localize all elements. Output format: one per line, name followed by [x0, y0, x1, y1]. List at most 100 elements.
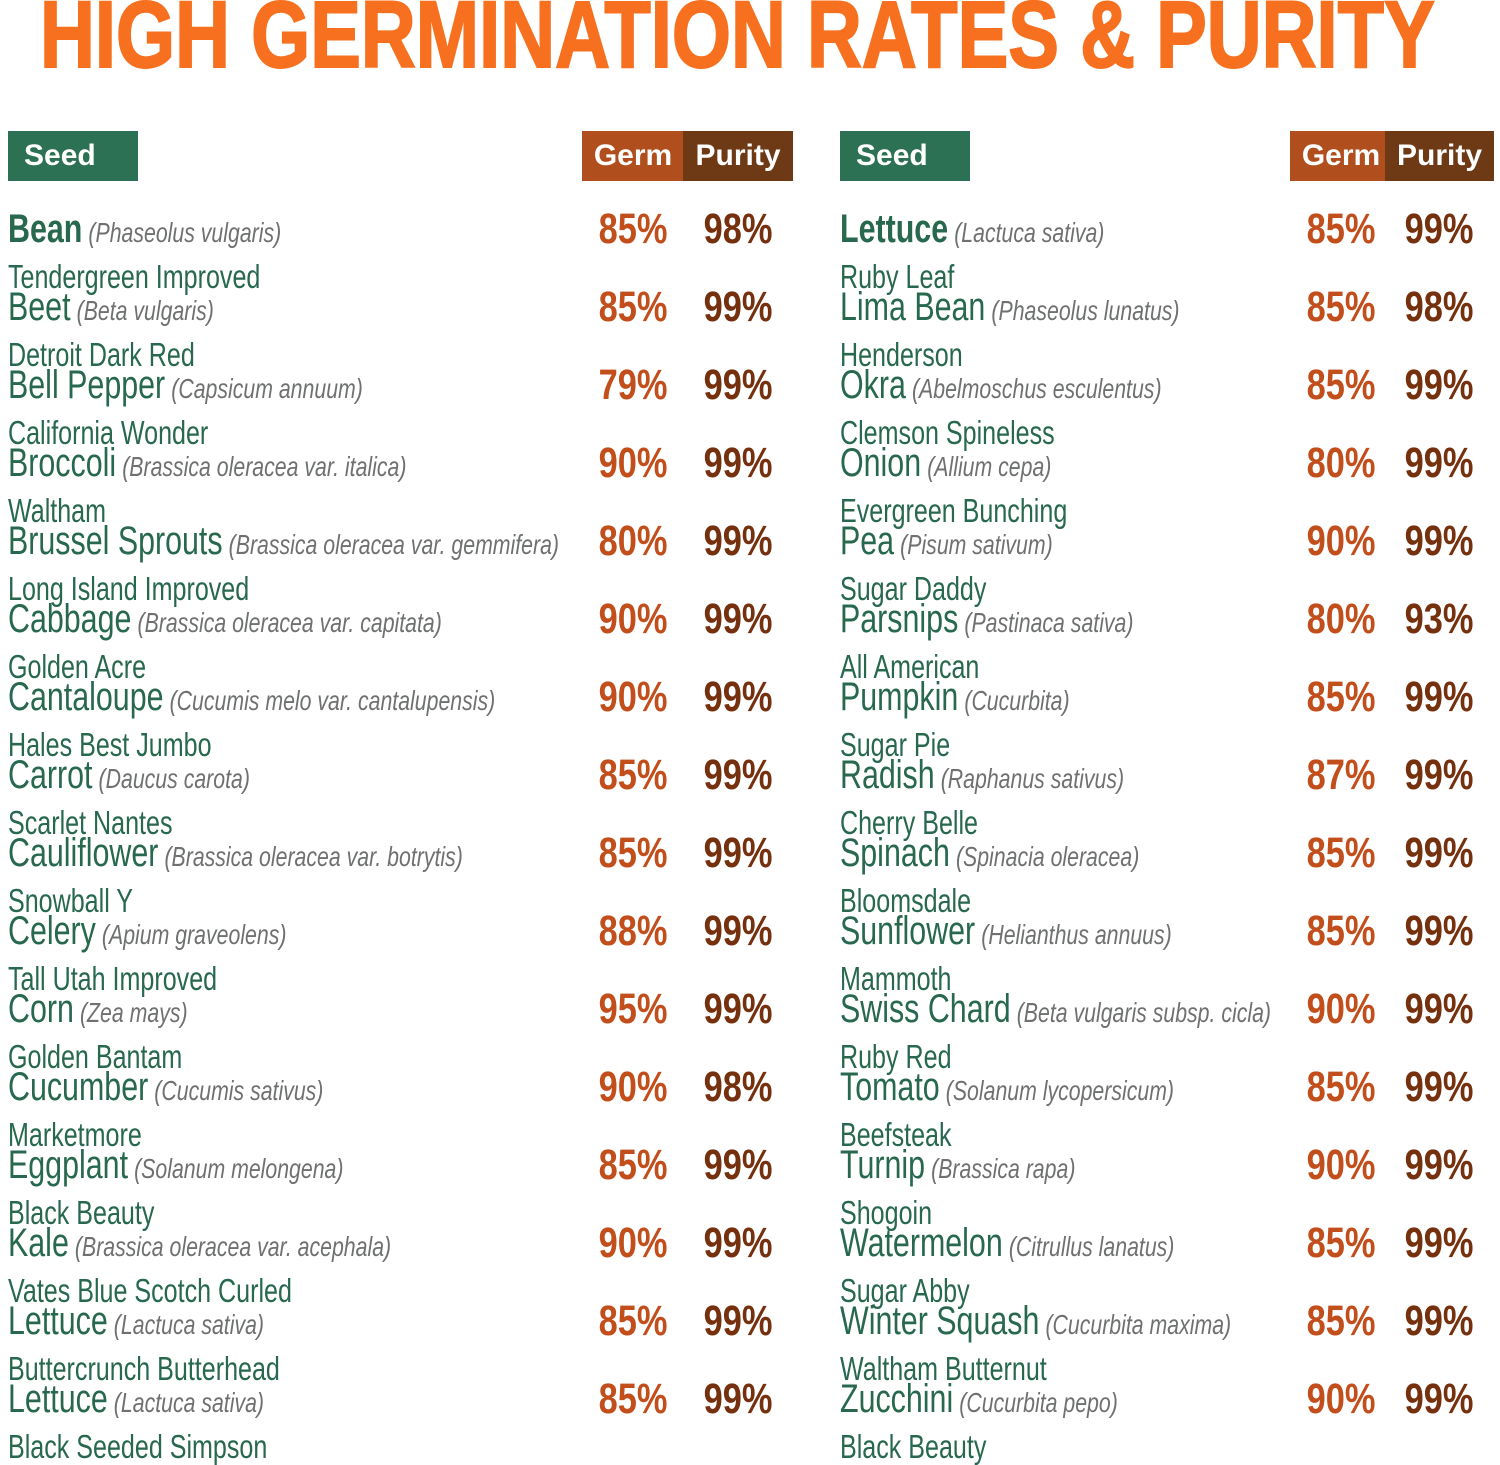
purity-value: 99% [1405, 751, 1474, 799]
seed-name-cell: Onion (Allium cepa) Evergreen Bunching [840, 441, 1295, 527]
table-row: Winter Squash (Cucurbita maxima) Waltham … [840, 1299, 1492, 1385]
seed-name-cell: Celery (Apium graveolens) Tall Utah Impro… [8, 909, 583, 995]
seed-name: Winter Squash [840, 1299, 1040, 1343]
seed-name-cell: Cauliflower (Brassica oleracea var. botry… [8, 831, 583, 917]
variety-name: Tendergreen Improved [8, 258, 261, 295]
germ-rate-value: 85% [598, 751, 668, 799]
purity-value: 99% [1405, 1063, 1474, 1111]
purity-value: 99% [1405, 1375, 1474, 1423]
germ-rate-value: 80% [598, 517, 668, 565]
seed-name-line: Lettuce (Lactuca sativa) [840, 207, 1186, 260]
scientific-name: (Beta vulgaris subsp. cicla) [1016, 997, 1271, 1028]
seed-name-cell: Sunflower (Helianthus annuus) Mammoth [840, 909, 1295, 995]
purity-value: 99% [1405, 439, 1474, 487]
scientific-name: (Zea mays) [79, 997, 188, 1028]
seed-name: Lettuce [8, 1299, 108, 1343]
seed-name: Cauliflower [8, 831, 159, 875]
scientific-name: (Cucurbita maxima) [1045, 1309, 1232, 1340]
table-row: Swiss Chard (Beta vulgaris subsp. cicla) … [840, 987, 1492, 1073]
germ-rate-value: 85% [598, 1297, 668, 1345]
scientific-name: (Brassica oleracea var. gemmifera) [228, 529, 559, 560]
scientific-name: (Cucumis sativus) [154, 1075, 324, 1106]
variety-name: Vates Blue Scotch Curled [8, 1272, 292, 1309]
germ-rate-value: 90% [598, 673, 668, 721]
seed-name-cell: Bean (Phaseolus vulgaris) Tendergreen Imp… [8, 207, 583, 293]
seed-name-line: Kale (Brassica oleracea var. acephala) [8, 1221, 445, 1274]
seed-name-line: Turnip (Brassica rapa) [840, 1143, 1186, 1196]
variety-name: Marketmore [8, 1116, 142, 1153]
purity-value: 99% [1405, 361, 1474, 409]
seed-name-line: Lettuce (Lactuca sativa) [8, 1377, 445, 1430]
germ-rate-value: 90% [1306, 517, 1376, 565]
seed-name: Celery [8, 909, 96, 953]
variety-name: Black Beauty [840, 1428, 987, 1465]
seed-name-line: Pea (Pisum sativum) [840, 519, 1186, 572]
germ-rate-value: 85% [598, 829, 668, 877]
variety-name: Scarlet Nantes [8, 804, 173, 841]
purity-value: 99% [703, 1219, 773, 1267]
table-row: Lima Bean (Phaseolus lunatus) Henderson 8… [840, 285, 1492, 371]
purity-value: 99% [703, 1297, 773, 1345]
seed-name-line: Lima Bean (Phaseolus lunatus) [840, 285, 1186, 338]
germ-rate-value: 85% [1306, 1219, 1376, 1267]
scientific-name: (Lactuca sativa) [954, 217, 1105, 248]
seed-name-cell: Broccoli (Brassica oleracea var. italica)… [8, 441, 583, 527]
seed-name: Bell Pepper [8, 363, 166, 407]
germ-rate-value: 85% [1306, 907, 1376, 955]
seed-name-cell: Carrot (Daucus carota) Scarlet Nantes [8, 753, 583, 839]
seed-name-cell: Eggplant (Solanum melongena) Black Beauty [8, 1143, 583, 1229]
scientific-name: (Brassica oleracea var. capitata) [137, 607, 442, 638]
seed-name-line: Radish (Raphanus sativus) [840, 753, 1186, 806]
purity-value: 99% [703, 361, 773, 409]
seed-name: Radish [840, 753, 935, 797]
table-row: Radish (Raphanus sativus) Cherry Belle 87… [840, 751, 1492, 839]
seed-name-line: Sunflower (Helianthus annuus) [840, 909, 1186, 962]
seed-name: Kale [8, 1221, 69, 1265]
table-row: Corn (Zea mays) Golden Bantam 95% 99% [8, 985, 793, 1073]
table-row: Onion (Allium cepa) Evergreen Bunching 80… [840, 439, 1492, 527]
variety-name: Long Island Improved [8, 570, 250, 607]
purity-value: 99% [703, 751, 773, 799]
table-row: Kale (Brassica oleracea var. acephala) Va… [8, 1219, 793, 1307]
seed-name-line: Cantaloupe (Cucumis melo var. cantalupens… [8, 675, 495, 728]
scientific-name: (Beta vulgaris) [76, 295, 214, 326]
variety-name: Sugar Abby [840, 1272, 970, 1309]
seed-name-line: Cucumber (Cucumis sativus) [8, 1065, 445, 1118]
germ-rate-value: 85% [1306, 205, 1376, 253]
page-title: HIGH GERMINATION RATES & PURITY [39, 0, 1435, 88]
scientific-name: (Allium cepa) [927, 451, 1052, 482]
germ-rate-value: 90% [598, 439, 668, 487]
variety-name: Bloomsdale [840, 882, 972, 919]
seed-name: Lima Bean [840, 285, 986, 329]
scientific-name: (Brassica oleracea var. italica) [122, 451, 407, 482]
seed-name-cell: Cantaloupe (Cucumis melo var. cantalupens… [8, 675, 583, 761]
table-row: Sunflower (Helianthus annuus) Mammoth 85%… [840, 907, 1492, 995]
germ-rate-value: 85% [1306, 673, 1376, 721]
seed-name-line: Okra (Abelmoschus esculentus) [840, 363, 1186, 416]
variety-name: Hales Best Jumbo [8, 726, 212, 763]
table-row: Pumpkin (Cucurbita) Sugar Pie 85% 99% [840, 673, 1492, 761]
seed-name-cell: Pumpkin (Cucurbita) Sugar Pie [840, 675, 1295, 761]
purity-value: 99% [703, 907, 773, 955]
seed-table-left: Seed Germ Purity Bean (Phaseolus vulgaris… [8, 131, 793, 1463]
germ-rate-value: 95% [598, 985, 668, 1033]
table-row: Pea (Pisum sativum) Sugar Daddy 90% 99% [840, 517, 1492, 605]
table-row: Lettuce (Lactuca sativa) Black Seeded Sim… [8, 1377, 793, 1463]
germ-rate-value: 85% [1306, 361, 1376, 409]
seed-name: Eggplant [8, 1143, 129, 1187]
variety-name: Sugar Daddy [840, 570, 987, 607]
germ-rate-value: 85% [598, 1141, 668, 1189]
variety-name: Clemson Spineless [840, 414, 1055, 451]
scientific-name: (Pisum sativum) [900, 529, 1053, 560]
variety-name: Golden Bantam [8, 1038, 183, 1075]
purity-value: 99% [1405, 673, 1474, 721]
table-header-row: Seed Germ Purity [840, 131, 1495, 181]
seed-name: Cabbage [8, 597, 132, 641]
purity-value: 93% [1405, 595, 1474, 643]
germ-rate-value: 85% [1306, 829, 1376, 877]
seed-name: Lettuce [8, 1377, 108, 1421]
seed-name-line: Tomato (Solanum lycopersicum) [840, 1065, 1186, 1118]
seed-name-line: Celery (Apium graveolens) [8, 909, 445, 962]
germ-column-header: Germ [1289, 131, 1393, 181]
table-row: Parsnips (Pastinaca sativa) All American … [840, 595, 1492, 683]
